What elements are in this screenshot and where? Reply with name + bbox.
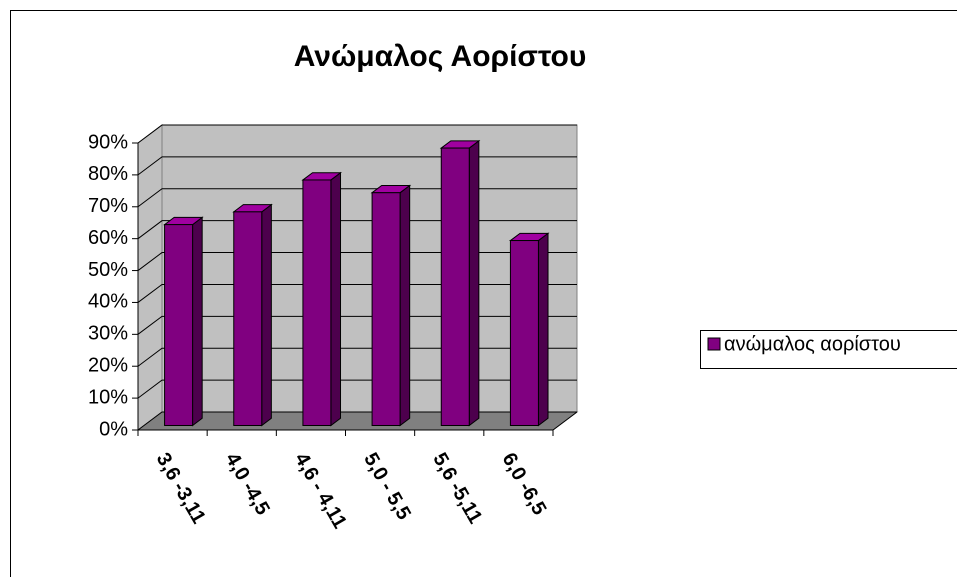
grid-line	[137, 252, 577, 271]
bar	[439, 139, 481, 427]
y-tick-label: 30%	[88, 323, 128, 345]
side-wall	[137, 124, 163, 431]
y-tick-label: 10%	[88, 386, 128, 408]
grid-line	[137, 156, 577, 176]
grid-line	[137, 220, 577, 240]
legend-swatch	[707, 337, 721, 351]
bar	[232, 203, 273, 427]
legend-label: ανώμαλος αορίστου	[724, 333, 901, 355]
bar-side	[468, 139, 480, 427]
grid-line	[137, 315, 577, 335]
grid-line	[137, 283, 577, 303]
y-tick-label: 80%	[88, 163, 128, 185]
bar-side	[399, 184, 411, 427]
bar-side	[261, 203, 272, 427]
bar-front	[509, 240, 539, 426]
grid-line	[137, 124, 577, 144]
y-tick-label: 0%	[99, 418, 128, 440]
bar-side	[537, 232, 549, 427]
y-tick-label: 20%	[88, 355, 128, 377]
x-axis-side	[552, 411, 578, 431]
bar-front	[440, 147, 470, 426]
bar-side	[192, 216, 203, 427]
bar-front	[302, 179, 332, 426]
bar	[370, 184, 412, 427]
legend-box	[700, 330, 957, 369]
bar	[301, 171, 343, 427]
y-tick-label: 50%	[88, 259, 128, 281]
y-tick-label: 60%	[88, 227, 128, 249]
y-tick-label: 40%	[88, 291, 128, 313]
grid-line	[137, 411, 577, 431]
y-tick-label: 90%	[88, 131, 128, 153]
grid-line	[137, 188, 577, 208]
bar-front	[371, 192, 401, 426]
bar-front	[164, 224, 194, 426]
y-tick-label: 70%	[88, 195, 128, 217]
bar	[508, 232, 550, 427]
bar-side	[330, 171, 342, 427]
bar	[163, 216, 204, 427]
grid-line	[137, 347, 577, 367]
bar-front	[233, 211, 263, 426]
chart-title: Ανώμαλος Αορίστου	[294, 40, 587, 73]
grid-line	[137, 379, 577, 399]
